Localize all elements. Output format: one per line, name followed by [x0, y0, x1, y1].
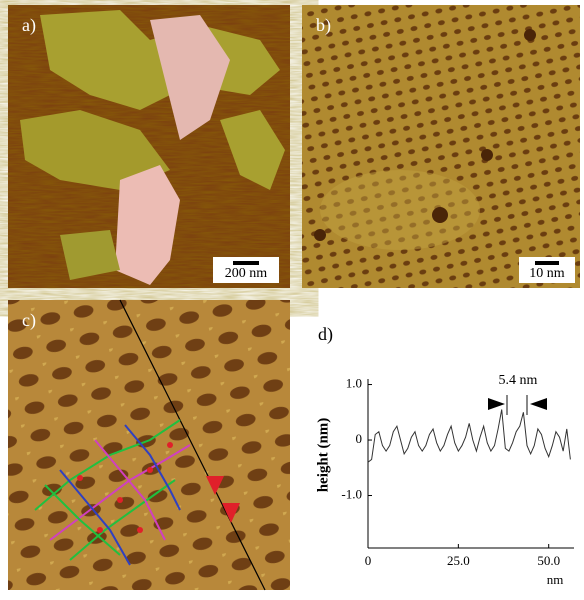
afm-image-a — [8, 5, 290, 288]
afm-image-c — [8, 300, 290, 590]
x-axis-label: nm — [547, 572, 564, 587]
afm-image-b — [302, 5, 580, 288]
y-tick-label: -1.0 — [341, 487, 362, 502]
y-axis-label: height (nm) — [315, 418, 331, 493]
profile-chart: 1.0 0 -1.0 0 25.0 50.0 height (nm) nm 5.4 nm — [315, 373, 574, 587]
x-tick-label: 25.0 — [447, 553, 470, 568]
y-tick-label: 0 — [356, 431, 363, 446]
panel-label: a) — [22, 15, 36, 36]
panel-label: c) — [22, 310, 36, 331]
panel-label: b) — [316, 15, 331, 36]
profile-line — [368, 410, 570, 463]
y-tick-label: 1.0 — [346, 376, 362, 391]
x-tick-label: 0 — [365, 553, 372, 568]
arrow-left — [530, 398, 547, 410]
annotation: 5.4 nm — [499, 373, 538, 388]
arrow-right — [488, 398, 505, 410]
panel-label: d) — [318, 324, 333, 345]
scale-bar — [233, 261, 259, 265]
figure: a) 200 nm b) 10 nm c) d) 1.0 0 -1.0 0 25.0 50… — [0, 0, 584, 595]
scale-bar-label: 200 nm — [225, 266, 268, 281]
scale-bar-label: 10 nm — [529, 266, 565, 281]
x-tick-label: 50.0 — [537, 553, 560, 568]
scale-bar — [535, 261, 559, 265]
